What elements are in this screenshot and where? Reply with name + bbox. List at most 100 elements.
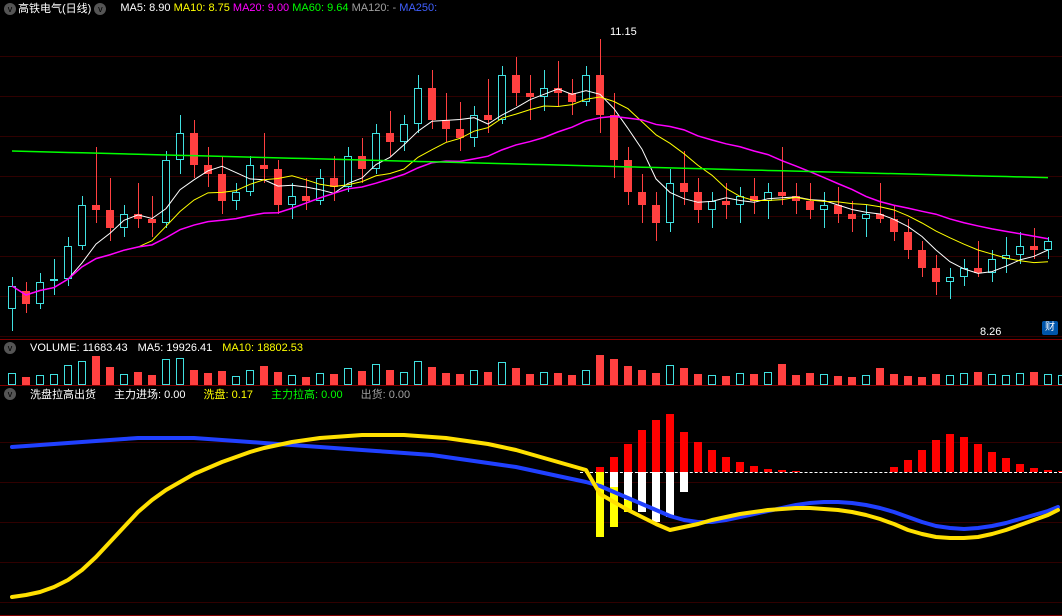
candle-body (638, 192, 646, 206)
volume-bar (162, 359, 170, 385)
price-label: 8.26 (980, 326, 1001, 338)
ma-label: MA250: (399, 2, 437, 14)
ma-indicator-labels: MA5: 8.90 MA10: 8.75 MA20: 9.00 MA60: 9.… (120, 2, 437, 14)
candle-body (652, 205, 660, 223)
volume-bar (498, 362, 506, 385)
volume-bar (1030, 372, 1038, 385)
candle-body (50, 279, 58, 282)
volume-bar (722, 376, 730, 385)
volume-bar (190, 370, 198, 385)
volume-bar (456, 374, 464, 385)
indicator-canvas[interactable] (0, 402, 1062, 615)
candle-body (414, 88, 422, 124)
volume-bar (708, 375, 716, 385)
volume-bar (344, 368, 352, 385)
candle-body (302, 196, 310, 201)
candle-body (428, 88, 436, 120)
candle-body (190, 133, 198, 165)
volume-bar (876, 368, 884, 385)
candle-body (64, 246, 72, 279)
candle-body (680, 183, 688, 192)
price-chart-canvas[interactable]: 11.158.26财 (0, 16, 1062, 339)
candle-body (106, 210, 114, 228)
candle-body (456, 129, 464, 138)
price-chart-header: v高铁电气(日线) v MA5: 8.90 MA10: 8.75 MA20: 9… (0, 0, 1062, 16)
candle-wick (306, 178, 307, 210)
volume-bar (960, 373, 968, 385)
volume-bar (988, 374, 996, 385)
volume-bar (680, 368, 688, 385)
candle-body (946, 277, 954, 282)
volume-bar (78, 361, 86, 385)
candle-body (722, 201, 730, 206)
indicator-bar-red (974, 444, 982, 472)
volume-bar (232, 376, 240, 385)
candle-body (246, 165, 254, 192)
volume-bar (526, 374, 534, 385)
candle-body (862, 214, 870, 219)
volume-canvas[interactable] (0, 356, 1062, 385)
candle-body (526, 93, 534, 98)
candle-body (792, 196, 800, 201)
candle-body (960, 268, 968, 277)
info-badge[interactable]: 财 (1042, 321, 1058, 335)
volume-bar (316, 373, 324, 385)
candle-wick (824, 192, 825, 228)
indicator-bar-red (736, 462, 744, 472)
indicator-label: 洗盘拉高出货 (30, 389, 96, 401)
volume-bar (862, 375, 870, 385)
candle-body (400, 124, 408, 142)
candle-wick (460, 102, 461, 152)
volume-bar (372, 364, 380, 385)
candle-body (1016, 246, 1024, 255)
candle-wick (1034, 228, 1035, 260)
candle-body (610, 115, 618, 160)
ma-label: MA60: 9.64 (292, 2, 348, 14)
indicator-bar-red (1044, 470, 1052, 472)
candle-body (554, 88, 562, 93)
candle-body (36, 282, 44, 305)
candle-body (316, 178, 324, 201)
indicator-bar-white (666, 472, 674, 517)
indicator-bar-red (946, 434, 954, 472)
indicator-panel[interactable]: v 洗盘拉高出货主力进场: 0.00洗盘: 0.17主力拉高: 0.00出货: … (0, 386, 1062, 616)
candle-wick (152, 196, 153, 237)
volume-bar (624, 366, 632, 385)
volume-bar (470, 370, 478, 385)
candle-body (274, 169, 282, 205)
volume-bar (582, 370, 590, 385)
volume-bar (918, 377, 926, 385)
collapse-icon[interactable]: v (4, 342, 16, 354)
candle-body (932, 268, 940, 282)
volume-bar (666, 365, 674, 385)
candle-wick (782, 147, 783, 206)
candle-wick (768, 183, 769, 219)
collapse-icon[interactable]: v (4, 388, 16, 400)
volume-bar (176, 358, 184, 385)
indicator-bar-red (610, 457, 618, 472)
candle-body (484, 115, 492, 120)
collapse-icon[interactable]: v (4, 3, 16, 15)
candle-body (694, 192, 702, 210)
candle-body (834, 205, 842, 214)
volume-panel[interactable]: v VOLUME: 11683.43MA5: 19926.41MA10: 188… (0, 340, 1062, 386)
candle-body (974, 268, 982, 273)
volume-bar (638, 370, 646, 385)
indicator-bar-red (918, 450, 926, 472)
indicator-label: 主力进场: 0.00 (114, 389, 186, 401)
indicator-labels: 洗盘拉高出货主力进场: 0.00洗盘: 0.17主力拉高: 0.00出货: 0.… (30, 386, 428, 402)
price-chart-panel[interactable]: v高铁电气(日线) v MA5: 8.90 MA10: 8.75 MA20: 9… (0, 0, 1062, 340)
candle-body (848, 214, 856, 219)
volume-bar (64, 365, 72, 385)
volume-bar (512, 368, 520, 385)
volume-bar (484, 372, 492, 385)
volume-bar (1016, 373, 1024, 385)
indicator-bar-white (652, 472, 660, 522)
toggle-icon[interactable]: v (94, 3, 106, 15)
volume-bar (218, 371, 226, 385)
volume-bar (652, 373, 660, 385)
indicator-bar-red (904, 460, 912, 472)
candle-body (904, 232, 912, 250)
volume-bar (806, 373, 814, 385)
indicator-bar-red (1058, 471, 1062, 472)
